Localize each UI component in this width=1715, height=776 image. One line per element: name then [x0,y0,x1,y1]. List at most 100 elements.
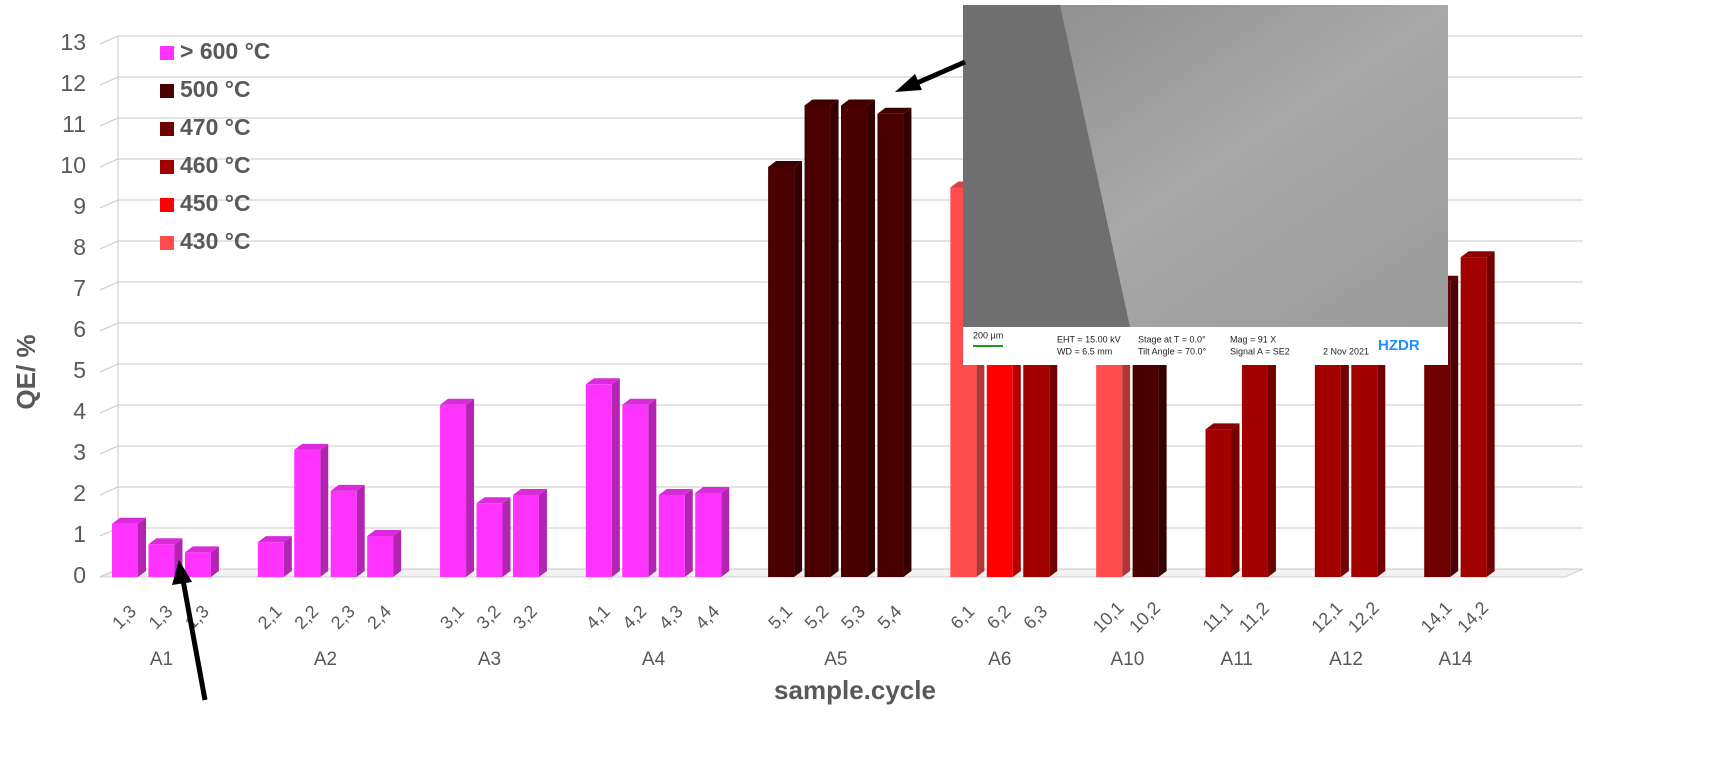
x-tick-label: 10,1 [1089,598,1128,637]
grid-line-side [99,363,119,373]
bar [658,495,685,577]
grid-line-side [99,322,119,332]
x-tick-label: 5,2 [801,601,833,633]
bar-top [622,398,657,405]
bar-top [1460,251,1495,258]
group-label: A2 [314,649,337,670]
x-tick-label: 4,2 [618,601,650,633]
sem-signal: Signal A = SE2 [1230,346,1290,356]
bar-side [502,497,511,577]
bar-side [794,161,803,577]
bar-side [903,107,912,577]
bar-top [148,538,183,545]
x-tick-label: 2,4 [363,601,395,633]
x-tick-label: 4,1 [582,601,614,633]
y-tick-label: 10 [60,152,86,178]
grid-line-side [99,199,119,209]
grid-line-side [99,240,119,250]
bar-side [721,486,730,577]
x-tick-label: 14,2 [1453,598,1492,637]
bar [330,490,357,577]
x-tick-label: 1,3 [108,601,140,633]
bar-top [658,489,693,495]
x-tick-label: 2,1 [254,601,286,633]
bar-side [1012,325,1021,577]
x-tick-label: 1,3 [145,601,177,633]
x-tick-label: 3,2 [473,601,505,633]
y-tick-label: 0 [73,562,86,588]
bar-top [585,378,620,385]
bar [1205,429,1232,577]
sem-date: 2 Nov 2021 [1323,346,1369,356]
y-tick-label: 3 [73,439,86,465]
x-tick-label: 5,3 [837,601,869,633]
x-tick-label: 11,1 [1199,598,1237,636]
bar [804,105,831,577]
bar [440,404,467,577]
x-tick-label: 3,1 [436,601,468,633]
bar-top [804,99,839,106]
legend-label: 450 °C [180,190,251,216]
y-tick-label: 6 [73,316,86,342]
legend-label: 460 °C [180,152,251,178]
x-tick-label: 11,2 [1235,598,1273,636]
arrow-head [895,74,922,92]
bar-side [1231,423,1240,577]
sem-tilt: Tilt Angle = 70.0° [1138,346,1206,356]
x-tick-label: 6,3 [1019,601,1051,633]
bar [1351,351,1378,577]
bar-side [466,398,475,577]
y-tick-label: 13 [60,29,86,55]
bar-side [138,517,146,577]
x-tick-label: 3,2 [509,601,541,633]
legend-label: 470 °C [180,114,251,140]
bar-side [1450,275,1459,577]
x-tick-label: 2,3 [327,601,359,633]
group-label: A3 [478,649,501,670]
x-tick-label: 6,2 [983,601,1015,633]
bar-side [1049,333,1058,577]
group-label: A11 [1221,649,1253,670]
bar-side [830,99,839,577]
bar-top [1205,423,1240,430]
bar-top [184,546,219,553]
bar [294,449,321,577]
grid-line-side [99,158,119,168]
bar-side [320,443,329,577]
legend-swatch [160,160,174,174]
legend-label: 500 °C [180,76,251,102]
bar-side [1486,251,1495,577]
bar-side [684,489,693,577]
y-tick-label: 1 [73,521,86,547]
y-tick-label: 4 [73,398,86,424]
x-axis-title: sample.cycle [774,675,936,705]
x-tick-label: 4,3 [655,601,687,633]
bar-top [257,536,292,543]
group-label: A5 [824,649,847,670]
bar [622,404,649,577]
bar-side [1122,345,1131,577]
grid-line-side [99,76,119,86]
grid-line-side [99,35,119,45]
bar [585,384,612,577]
sem-wd: WD = 6.5 mm [1057,346,1112,356]
group-label: A10 [1110,649,1144,670]
bar-side [538,489,547,577]
bar [1096,351,1123,577]
group-label: A4 [642,649,666,670]
bar-top [877,107,912,114]
legend-swatch [160,46,174,60]
bar-side [867,99,875,577]
bar [1023,339,1050,577]
legend: > 600 °C 500 °C 470 °C 460 °C 450 °C 430 °C [160,38,270,254]
sem-info-bar [963,327,1448,365]
x-tick-label: 12,2 [1344,598,1383,637]
bar [1241,351,1268,577]
x-tick-label: 12,1 [1308,598,1347,637]
y-tick-label: 7 [73,275,86,301]
arrow [180,579,208,701]
arrow-head [172,560,192,585]
grid-line-side [99,486,119,496]
y-tick-label: 5 [73,357,86,383]
